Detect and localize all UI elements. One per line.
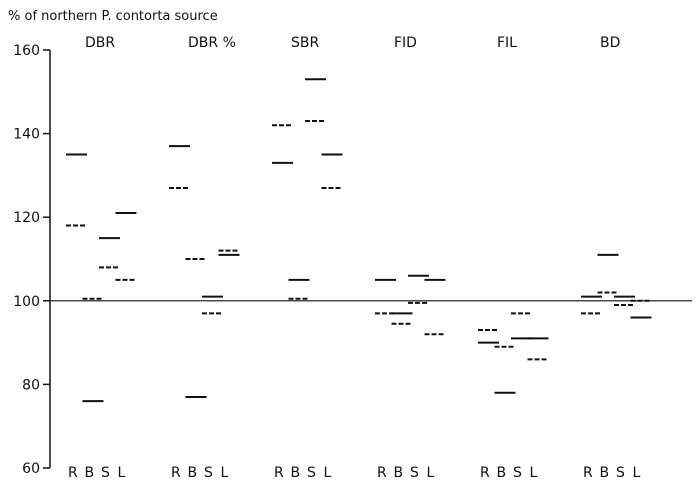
y-tick-label: 140 (13, 127, 40, 143)
y-axis-title: % of northern P. contorta source (8, 9, 218, 24)
subgroup-label-r: R (480, 465, 490, 481)
subgroup-label-s: S (307, 465, 316, 481)
group-title: DBR % (188, 35, 236, 51)
y-tick-label: 100 (13, 294, 40, 310)
group-title: BD (600, 35, 620, 51)
subgroup-label-b: B (85, 465, 95, 481)
subgroup-label-b: B (394, 465, 404, 481)
subgroup-label-r: R (68, 465, 78, 481)
group-title: DBR (85, 35, 115, 51)
subgroup-label-r: R (171, 465, 181, 481)
y-tick-label: 80 (22, 377, 40, 393)
subgroup-label-s: S (204, 465, 213, 481)
group-bd: BD R B S L (581, 35, 652, 481)
subgroup-label-b: B (600, 465, 610, 481)
subgroup-label-b: B (188, 465, 198, 481)
group-title: FIL (497, 35, 517, 51)
y-tick-label: 120 (13, 210, 40, 226)
subgroup-label-l: L (427, 465, 435, 481)
subgroup-label-s: S (616, 465, 625, 481)
subgroup-label-l: L (118, 465, 126, 481)
subgroup-label-r: R (274, 465, 284, 481)
subgroup-label-l: L (530, 465, 538, 481)
y-tick-label: 160 (13, 43, 40, 59)
subgroup-label-l: L (633, 465, 641, 481)
group-sbr: SBR R B S L (272, 35, 343, 481)
subgroup-label-b: B (291, 465, 301, 481)
y-axis-ticks: 60 80 100 120 140 160 (13, 43, 50, 477)
subgroup-label-r: R (377, 465, 387, 481)
group-title: FID (394, 35, 417, 51)
group-title: SBR (291, 35, 319, 51)
group-dbr: DBR % R B S L (169, 35, 240, 481)
y-tick-label: 60 (22, 461, 40, 477)
group-dbr: DBR R B S L (66, 35, 137, 481)
subgroup-label-s: S (410, 465, 419, 481)
subgroup-label-s: S (513, 465, 522, 481)
group-fil: FIL R B S L (478, 35, 549, 481)
group-fid: FID R B S L (375, 35, 446, 481)
subgroup-label-s: S (101, 465, 110, 481)
subgroup-label-r: R (583, 465, 593, 481)
subgroup-label-b: B (497, 465, 507, 481)
subgroup-label-l: L (221, 465, 229, 481)
subgroup-label-l: L (324, 465, 332, 481)
